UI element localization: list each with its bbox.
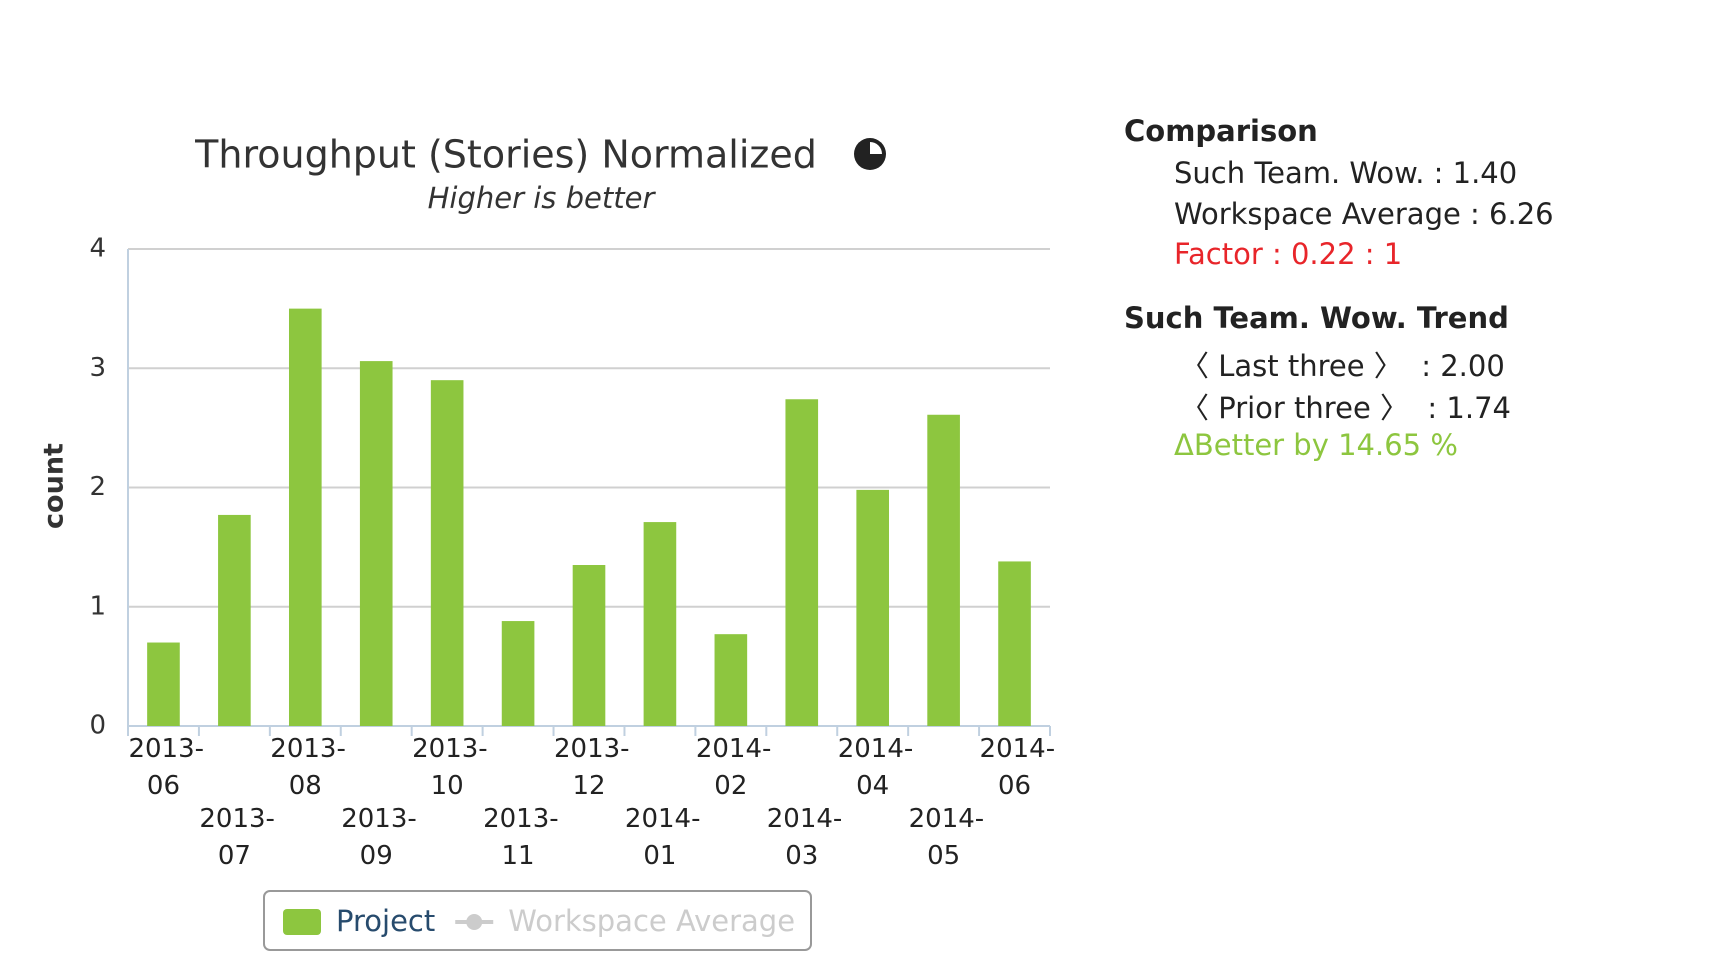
bar — [643, 522, 677, 726]
bar — [430, 380, 464, 726]
bar — [927, 414, 960, 726]
bar — [714, 634, 748, 726]
chart-subtitle: Higher is better — [428, 181, 657, 215]
y-axis-label: count — [39, 443, 70, 529]
legend-swatch — [283, 909, 321, 935]
bar — [218, 514, 251, 726]
x-tick-label: 2013-09 — [341, 804, 417, 871]
bar — [288, 308, 322, 726]
y-tick-label: 2 — [89, 472, 106, 502]
legend-box — [263, 890, 812, 951]
trend-line: 〈 Prior three 〉 : 1.74 — [1180, 391, 1511, 425]
legend-label: Project — [336, 904, 435, 938]
bar — [998, 561, 1031, 726]
bar — [856, 489, 890, 726]
y-tick-label: 0 — [89, 711, 106, 741]
legend-label: Workspace Average — [508, 904, 795, 938]
x-tick-label: 2014-05 — [908, 804, 985, 871]
bar — [147, 642, 180, 726]
x-tick-label: 2013-11 — [483, 804, 559, 871]
legend-swatch — [466, 914, 483, 930]
comparison-line: Such Team. Wow. : 1.40 — [1174, 156, 1518, 190]
factor: Factor : 0.22 : 1 — [1174, 237, 1403, 271]
y-tick-label: 3 — [89, 353, 106, 383]
bar — [359, 361, 393, 726]
trend-line: 〈 Last three 〉 : 2.00 — [1180, 349, 1505, 383]
bar — [501, 621, 535, 726]
delta: ΔBetter by 14.65 % — [1174, 428, 1458, 462]
bar — [785, 399, 819, 726]
x-tick-label: 2014-01 — [624, 804, 701, 871]
y-tick-label: 4 — [89, 234, 106, 264]
y-tick-label: 1 — [89, 591, 106, 621]
x-tick-label: 2013-12 — [554, 734, 630, 801]
chart-title: Throughput (Stories) Normalized — [194, 133, 817, 177]
trend-title: Such Team. Wow. Trend — [1124, 301, 1509, 335]
x-tick-label: 2013-08 — [270, 734, 346, 801]
x-tick-label: 2013-06 — [128, 734, 205, 801]
x-tick-label: 2013-10 — [412, 734, 488, 801]
x-tick-label: 2014-04 — [837, 734, 914, 801]
x-tick-label: 2014-02 — [695, 734, 772, 801]
comparison-line: Workspace Average : 6.26 — [1174, 197, 1554, 231]
bar — [572, 565, 606, 726]
comparison-title: Comparison — [1124, 114, 1318, 148]
x-tick-label: 2013-07 — [199, 804, 275, 871]
x-tick-label: 2014-06 — [979, 734, 1056, 801]
x-tick-label: 2014-03 — [766, 804, 843, 871]
chart-icon — [854, 138, 886, 170]
